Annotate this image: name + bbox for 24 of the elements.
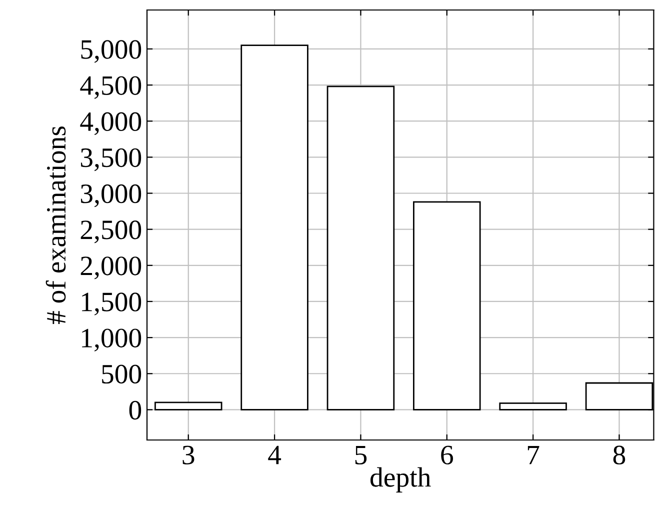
y-tick-label: 5,000 bbox=[81, 40, 142, 63]
bar bbox=[240, 44, 308, 410]
bar bbox=[154, 402, 222, 410]
x-axis-title: depth bbox=[370, 467, 431, 492]
x-tick-label: 7 bbox=[528, 446, 540, 464]
x-tick-label: 5 bbox=[355, 446, 367, 464]
y-tick-label: 3,500 bbox=[80, 148, 142, 172]
bar bbox=[499, 402, 567, 410]
y-tick-label: 4,500 bbox=[80, 76, 142, 99]
y-tick-label: 4,000 bbox=[80, 112, 142, 136]
y-tick-label: 1,000 bbox=[82, 328, 142, 352]
y-tick-label: 0 bbox=[129, 400, 142, 420]
y-axis-title: # of examinations bbox=[46, 126, 66, 324]
y-tick-label: 500 bbox=[102, 364, 142, 384]
bar bbox=[326, 86, 395, 410]
y-tick-label: 2,500 bbox=[80, 220, 142, 244]
y-tick-label: 3,000 bbox=[80, 184, 142, 208]
x-tick-label: 4 bbox=[268, 446, 282, 464]
y-tick-label: 1,500 bbox=[82, 292, 142, 316]
bar bbox=[413, 201, 481, 410]
x-tick-label: 6 bbox=[441, 446, 453, 464]
y-tick-label: 2,000 bbox=[80, 256, 142, 280]
x-tick-label: 3 bbox=[182, 446, 194, 464]
x-tick-label: 8 bbox=[613, 446, 626, 464]
